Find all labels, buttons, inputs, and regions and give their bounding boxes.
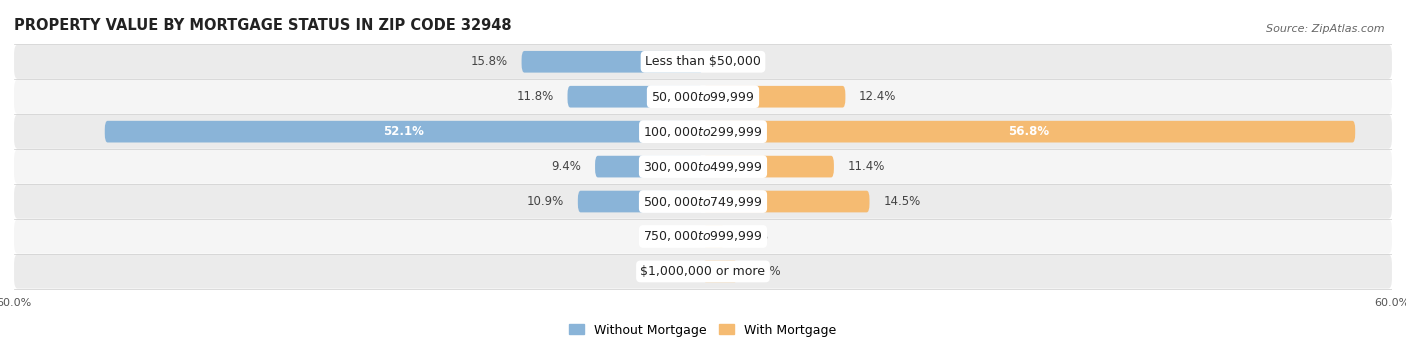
Text: 0.0%: 0.0% — [717, 55, 747, 68]
Text: $1,000,000 or more: $1,000,000 or more — [641, 265, 765, 278]
FancyBboxPatch shape — [703, 156, 834, 177]
FancyBboxPatch shape — [14, 219, 1392, 254]
FancyBboxPatch shape — [703, 226, 725, 247]
Text: 15.8%: 15.8% — [471, 55, 508, 68]
Text: 3.0%: 3.0% — [751, 265, 780, 278]
FancyBboxPatch shape — [703, 191, 869, 212]
Legend: Without Mortgage, With Mortgage: Without Mortgage, With Mortgage — [564, 319, 842, 340]
FancyBboxPatch shape — [14, 254, 1392, 289]
Text: 11.8%: 11.8% — [516, 90, 554, 103]
Text: $50,000 to $99,999: $50,000 to $99,999 — [651, 90, 755, 104]
Text: 11.4%: 11.4% — [848, 160, 884, 173]
Text: $500,000 to $749,999: $500,000 to $749,999 — [644, 194, 762, 208]
Text: $750,000 to $999,999: $750,000 to $999,999 — [644, 230, 762, 243]
FancyBboxPatch shape — [522, 51, 703, 73]
Text: $300,000 to $499,999: $300,000 to $499,999 — [644, 159, 762, 174]
Text: 10.9%: 10.9% — [527, 195, 564, 208]
FancyBboxPatch shape — [14, 80, 1392, 114]
Text: $100,000 to $299,999: $100,000 to $299,999 — [644, 125, 762, 139]
Text: Less than $50,000: Less than $50,000 — [645, 55, 761, 68]
Text: 1.9%: 1.9% — [738, 230, 769, 243]
Text: 9.4%: 9.4% — [551, 160, 581, 173]
FancyBboxPatch shape — [14, 115, 1392, 149]
FancyBboxPatch shape — [703, 121, 1355, 142]
FancyBboxPatch shape — [578, 191, 703, 212]
FancyBboxPatch shape — [703, 260, 738, 282]
Text: 56.8%: 56.8% — [1008, 125, 1050, 138]
Text: 52.1%: 52.1% — [384, 125, 425, 138]
Text: 14.5%: 14.5% — [883, 195, 921, 208]
FancyBboxPatch shape — [14, 45, 1392, 79]
FancyBboxPatch shape — [703, 86, 845, 107]
FancyBboxPatch shape — [595, 156, 703, 177]
Text: PROPERTY VALUE BY MORTGAGE STATUS IN ZIP CODE 32948: PROPERTY VALUE BY MORTGAGE STATUS IN ZIP… — [14, 18, 512, 33]
Text: 0.0%: 0.0% — [659, 230, 689, 243]
Text: 0.0%: 0.0% — [659, 265, 689, 278]
Text: Source: ZipAtlas.com: Source: ZipAtlas.com — [1267, 24, 1385, 34]
FancyBboxPatch shape — [14, 184, 1392, 219]
FancyBboxPatch shape — [568, 86, 703, 107]
FancyBboxPatch shape — [105, 121, 703, 142]
FancyBboxPatch shape — [14, 150, 1392, 184]
Text: 12.4%: 12.4% — [859, 90, 897, 103]
